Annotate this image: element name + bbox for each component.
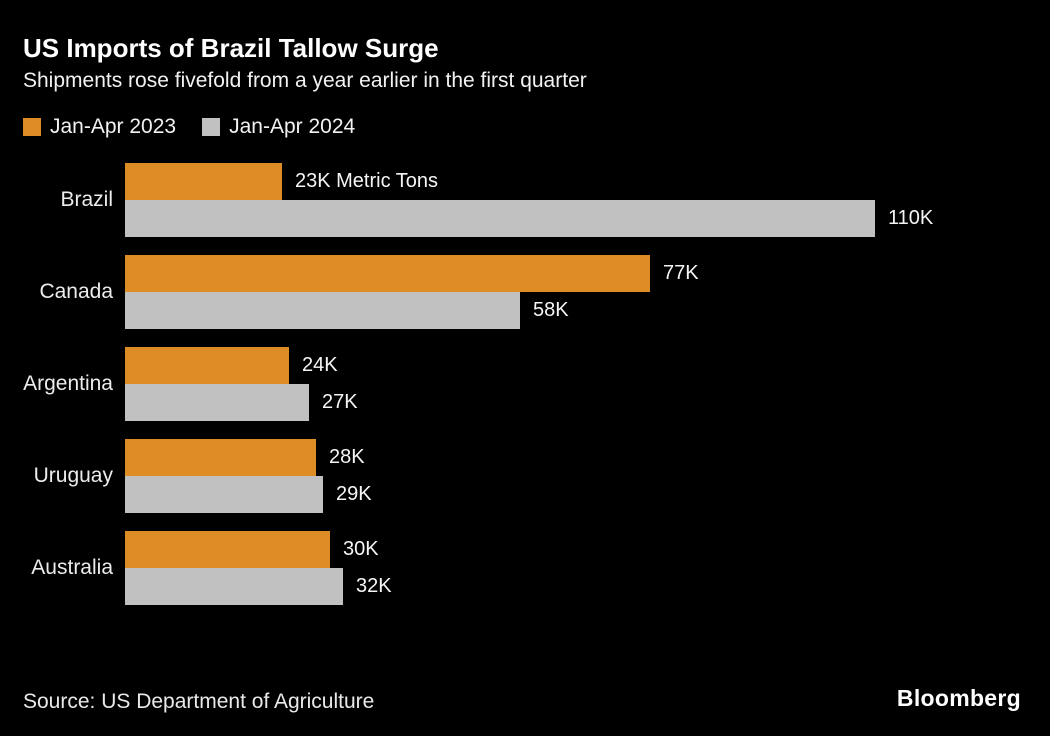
bar-group-uruguay: Uruguay 28K 29K bbox=[0, 439, 1050, 513]
bar-2024-canada bbox=[125, 292, 520, 329]
bar-row-2024: 58K bbox=[125, 292, 699, 329]
bar-2023-brazil bbox=[125, 163, 282, 200]
bar-2024-australia bbox=[125, 568, 343, 605]
bar-group-canada: Canada 77K 58K bbox=[0, 255, 1050, 329]
bar-2023-australia bbox=[125, 531, 330, 568]
bar-group-brazil: Brazil 23K Metric Tons 110K bbox=[0, 163, 1050, 237]
category-label: Uruguay bbox=[33, 464, 113, 487]
bar-row-2023: 24K bbox=[125, 347, 358, 384]
category-label: Australia bbox=[31, 556, 113, 579]
bar-row-2024: 32K bbox=[125, 568, 392, 605]
legend-item-2023: Jan-Apr 2023 bbox=[23, 115, 176, 139]
bar-group-argentina: Argentina 24K 27K bbox=[0, 347, 1050, 421]
bar-row-2023: 23K Metric Tons bbox=[125, 163, 933, 200]
value-label: 28K bbox=[329, 446, 365, 468]
value-label: 77K bbox=[663, 262, 699, 284]
legend-label-2024: Jan-Apr 2024 bbox=[229, 115, 356, 138]
legend-swatch-2023-icon bbox=[23, 118, 41, 136]
bar-row-2024: 110K bbox=[125, 200, 933, 237]
category-label: Brazil bbox=[60, 188, 113, 211]
bar-row-2023: 77K bbox=[125, 255, 699, 292]
value-label: 110K bbox=[888, 207, 934, 229]
bar-row-2024: 27K bbox=[125, 384, 358, 421]
source-note: Source: US Department of Agriculture bbox=[23, 690, 375, 713]
bar-2024-brazil bbox=[125, 200, 875, 237]
value-label: 27K bbox=[322, 391, 358, 413]
bar-2023-canada bbox=[125, 255, 650, 292]
chart-subtitle: Shipments rose fivefold from a year earl… bbox=[23, 69, 587, 92]
bar-2023-argentina bbox=[125, 347, 289, 384]
bar-pair: 23K Metric Tons 110K bbox=[125, 163, 933, 237]
bar-group-australia: Australia 30K 32K bbox=[0, 531, 1050, 605]
bar-row-2023: 28K bbox=[125, 439, 372, 476]
legend-label-2023: Jan-Apr 2023 bbox=[50, 115, 177, 138]
bar-pair: 24K 27K bbox=[125, 347, 358, 421]
value-label: 29K bbox=[336, 483, 372, 505]
bar-pair: 28K 29K bbox=[125, 439, 372, 513]
category-label: Argentina bbox=[23, 372, 113, 395]
value-label: 32K bbox=[356, 575, 392, 597]
value-label: 58K bbox=[533, 299, 569, 321]
bar-chart: Brazil 23K Metric Tons 110K Canada 77K 58K Arg… bbox=[0, 163, 1050, 623]
bar-2024-argentina bbox=[125, 384, 309, 421]
bar-pair: 30K 32K bbox=[125, 531, 392, 605]
bar-2024-uruguay bbox=[125, 476, 323, 513]
bar-2023-uruguay bbox=[125, 439, 316, 476]
bar-row-2024: 29K bbox=[125, 476, 372, 513]
value-label: 24K bbox=[302, 354, 338, 376]
legend-item-2024: Jan-Apr 2024 bbox=[202, 115, 355, 139]
value-label: 30K bbox=[343, 538, 379, 560]
page-title: US Imports of Brazil Tallow Surge bbox=[23, 33, 439, 63]
value-label: 23K Metric Tons bbox=[295, 170, 439, 192]
bloomberg-logo: Bloomberg bbox=[896, 685, 1021, 711]
bar-pair: 77K 58K bbox=[125, 255, 699, 329]
bar-row-2023: 30K bbox=[125, 531, 392, 568]
category-label: Canada bbox=[39, 280, 113, 303]
legend: Jan-Apr 2023 Jan-Apr 2024 bbox=[23, 115, 355, 139]
legend-swatch-2024-icon bbox=[202, 118, 221, 136]
